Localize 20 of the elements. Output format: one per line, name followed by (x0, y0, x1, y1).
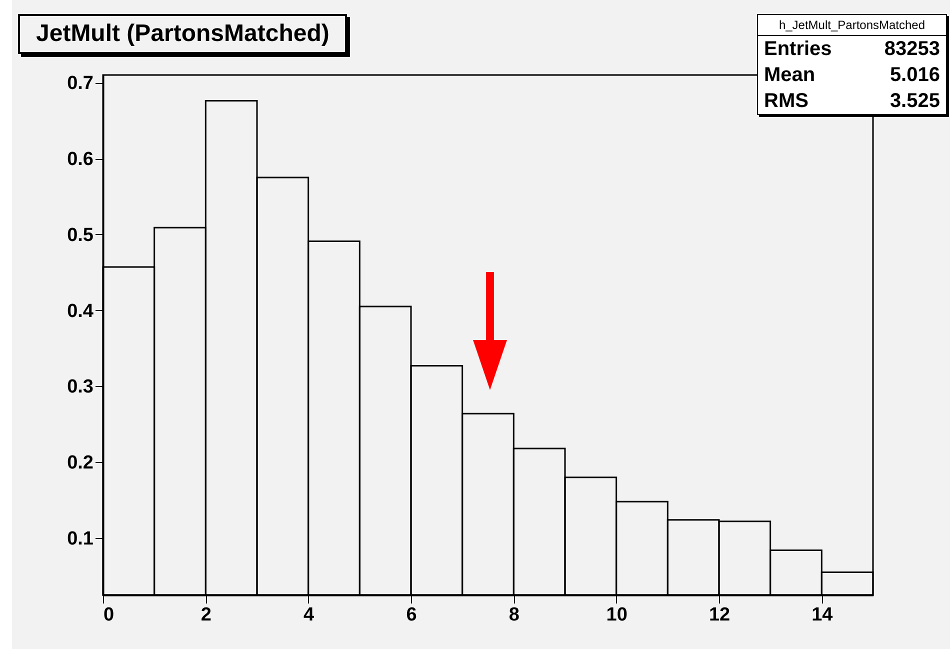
text: Mean 5.016 (764, 64, 940, 86)
y-tick-label: 0.3 (67, 376, 94, 398)
y-tick-label: 0.4 (67, 300, 94, 322)
x-tick-label: 10 (606, 604, 628, 626)
x-tick-label: 4 (304, 604, 315, 626)
y-tick-label: 0.5 (67, 224, 94, 246)
x-tick-label: 2 (200, 604, 212, 626)
text: RMS 3.525 (764, 90, 940, 112)
x-tick-label: 14 (812, 604, 834, 626)
x-tick-label: 6 (406, 604, 417, 626)
y-tick-label: 0.6 (67, 149, 94, 170)
x-tick-label: 8 (508, 604, 520, 626)
text: h_JetMult_PartonsMatched (758, 15, 946, 36)
x-tick-label: 12 (708, 604, 730, 626)
x-tick-label: 0 (104, 604, 114, 626)
y-tick-label: 0.1 (67, 528, 94, 550)
y-tick-label: 0.2 (67, 452, 94, 474)
text: Entries 83253 (764, 38, 940, 60)
y-tick-label: 0.7 (67, 73, 94, 94)
chart-title: JetMult (PartonsMatched) (18, 14, 348, 54)
